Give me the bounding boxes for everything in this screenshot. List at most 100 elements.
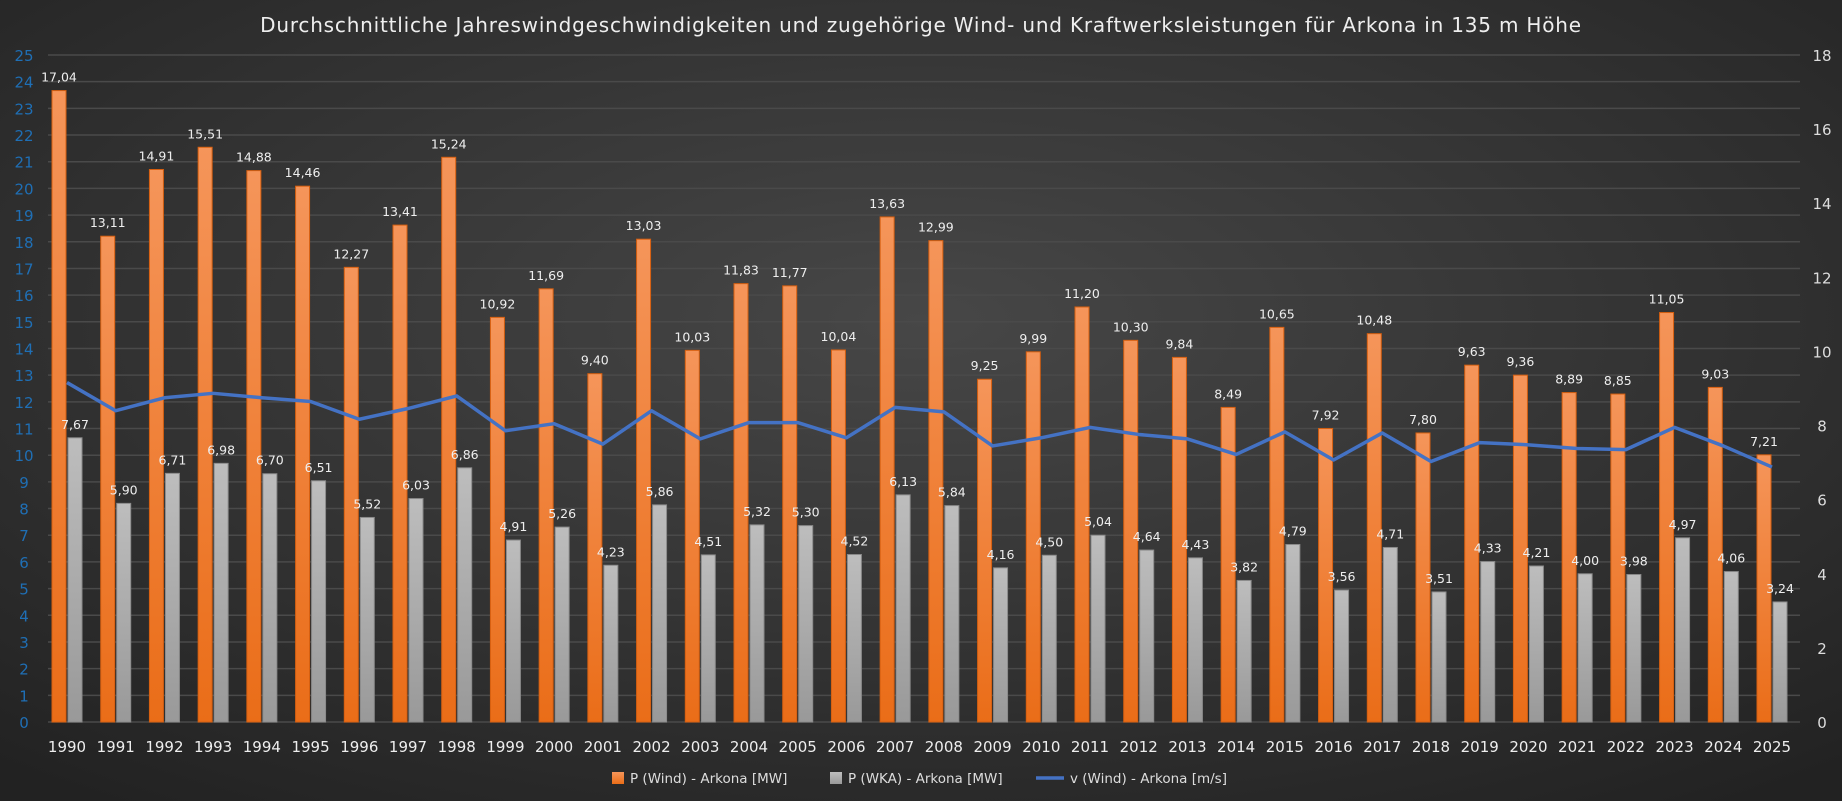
bar-p-wka (1528, 565, 1544, 723)
bar-p-wka (895, 494, 911, 723)
x-tick-label: 2008 (925, 738, 963, 756)
bar-p-wind (1659, 312, 1675, 723)
bar-p-wind (1220, 406, 1236, 723)
bar-p-wka (554, 526, 570, 723)
bar-p-wind (1415, 432, 1431, 723)
bar-p-wind (1123, 339, 1139, 723)
data-label-p-wind: 9,36 (1507, 354, 1535, 369)
y-left-tick-label: 8 (19, 501, 29, 519)
y-left-tick-label: 23 (14, 100, 33, 118)
x-tick-label: 2002 (632, 738, 670, 756)
bar-p-wka (1772, 601, 1788, 723)
data-label-p-wind: 7,92 (1312, 408, 1340, 423)
bar-p-wka (1334, 589, 1350, 723)
data-label-p-wind: 15,24 (431, 136, 467, 151)
bar-p-wind (197, 146, 213, 723)
y-left-tick-label: 5 (19, 581, 29, 599)
bar-p-wka (798, 525, 814, 723)
x-tick-label: 2007 (876, 738, 914, 756)
data-label-p-wind: 9,84 (1166, 336, 1194, 351)
data-label-p-wka: 4,21 (1523, 545, 1551, 560)
bar-p-wka (1041, 554, 1057, 723)
x-tick-label: 2011 (1071, 738, 1109, 756)
data-label-p-wka: 3,98 (1620, 554, 1648, 569)
bar-p-wka (1675, 537, 1691, 723)
data-label-p-wka: 4,16 (987, 547, 1015, 562)
bar-p-wka (749, 524, 765, 723)
data-label-p-wind: 11,83 (723, 263, 759, 278)
bar-p-wind (100, 235, 116, 723)
legend-item: v (Wind) - Arkona [m/s] (1036, 771, 1227, 787)
line-v-wind (66, 381, 1773, 469)
data-label-p-wind: 9,40 (581, 353, 609, 368)
data-label-p-wka: 4,06 (1717, 551, 1745, 566)
data-label-p-wka: 4,50 (1035, 534, 1063, 549)
x-tick-label: 2018 (1412, 738, 1450, 756)
data-label-p-wka: 5,52 (353, 496, 381, 511)
x-tick-label: 2015 (1266, 738, 1304, 756)
bar-p-wka (116, 502, 132, 723)
bar-p-wka (408, 498, 424, 723)
bar-p-wind (1512, 374, 1528, 723)
bar-p-wind (1707, 386, 1723, 723)
x-tick-label: 1993 (194, 738, 232, 756)
x-tick-label: 1991 (97, 738, 135, 756)
bar-p-wind (1171, 356, 1187, 723)
y-left-tick-label: 6 (19, 554, 29, 572)
data-label-p-wka: 5,32 (743, 504, 771, 519)
y-right-tick-label: 14 (1812, 195, 1831, 213)
data-label-p-wind: 11,20 (1064, 286, 1100, 301)
bar-p-wind (246, 170, 262, 723)
y-right-tick-label: 8 (1817, 418, 1827, 436)
data-label-p-wind: 7,80 (1409, 412, 1437, 427)
y-left-tick-label: 4 (19, 607, 29, 625)
bar-p-wind (1025, 351, 1041, 723)
bar-p-wka (700, 554, 716, 723)
y-left-tick-label: 18 (14, 234, 33, 252)
data-label-p-wka: 5,86 (646, 484, 674, 499)
data-label-p-wind: 12,99 (918, 220, 954, 235)
y-left-tick-label: 0 (19, 714, 29, 732)
bar-p-wka (213, 462, 229, 723)
data-label-p-wind: 7,21 (1750, 434, 1778, 449)
x-tick-label: 2019 (1461, 738, 1499, 756)
data-label-p-wind: 13,63 (869, 196, 905, 211)
bar-p-wka (846, 554, 862, 723)
data-label-p-wka: 4,52 (841, 534, 869, 549)
bar-p-wind (1269, 326, 1285, 723)
x-tick-label: 1990 (48, 738, 86, 756)
x-tick-label: 1992 (145, 738, 183, 756)
bar-p-wka (67, 437, 83, 723)
data-label-p-wind: 17,04 (41, 70, 77, 85)
y-left-tick-label: 20 (14, 180, 33, 198)
data-label-p-wka: 5,84 (938, 485, 966, 500)
x-tick-label: 1996 (340, 738, 378, 756)
data-label-p-wka: 6,98 (207, 442, 235, 457)
bar-p-wka (1431, 591, 1447, 723)
data-label-p-wka: 6,51 (305, 460, 333, 475)
y-left-tick-label: 24 (14, 74, 33, 92)
y-left-tick-label: 17 (14, 260, 33, 278)
bar-p-wind (1610, 393, 1626, 723)
bar-p-wind (587, 373, 603, 723)
bar-p-wka (505, 539, 521, 723)
data-label-p-wka: 4,97 (1669, 517, 1697, 532)
data-label-p-wind: 9,99 (1019, 331, 1047, 346)
data-label-p-wka: 4,00 (1571, 553, 1599, 568)
data-label-p-wka: 4,79 (1279, 524, 1307, 539)
bar-p-wka (457, 467, 473, 723)
x-tick-label: 2023 (1655, 738, 1693, 756)
legend-swatch (830, 772, 842, 784)
bar-p-wka (1187, 557, 1203, 723)
bar-p-wka (1480, 561, 1496, 723)
x-tick-label: 2022 (1607, 738, 1645, 756)
x-tick-label: 2012 (1120, 738, 1158, 756)
data-label-p-wka: 4,43 (1182, 537, 1210, 552)
bar-p-wind (1366, 333, 1382, 723)
y-right-tick-label: 6 (1817, 492, 1827, 510)
x-tick-label: 2021 (1558, 738, 1596, 756)
x-tick-label: 1995 (291, 738, 329, 756)
y-right-tick-label: 10 (1812, 343, 1831, 361)
data-label-p-wind: 10,92 (480, 296, 516, 311)
data-label-p-wind: 10,48 (1356, 313, 1392, 328)
